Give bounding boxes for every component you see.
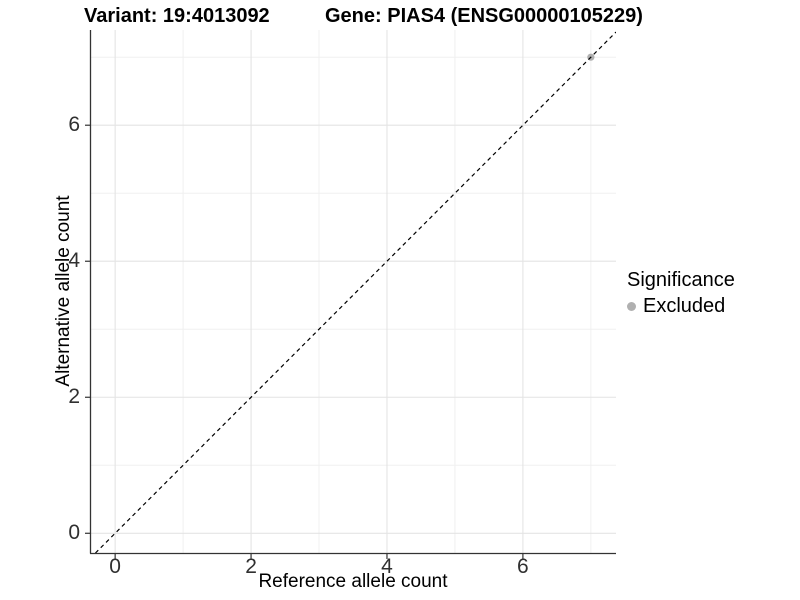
legend: Significance Excluded xyxy=(627,268,735,318)
legend-title: Significance xyxy=(627,269,735,291)
legend-items: Excluded xyxy=(627,294,735,318)
x-axis-title: Reference allele count xyxy=(258,571,448,592)
identity-line xyxy=(95,31,616,553)
x-tick-label: 6 xyxy=(517,555,529,578)
legend-item[interactable]: Excluded xyxy=(627,294,735,318)
gene-title: Gene: PIAS4 (ENSG00000105229) xyxy=(325,5,643,27)
x-tick-label: 4 xyxy=(381,555,393,578)
plot-panel xyxy=(85,30,616,559)
y-tick-label: 2 xyxy=(68,385,80,409)
legend-point-icon xyxy=(627,301,636,311)
y-tick-label: 0 xyxy=(68,521,80,545)
variant-title: Variant: 19:4013092 xyxy=(84,5,270,27)
y-tick-label: 4 xyxy=(68,249,80,273)
x-tick-label: 2 xyxy=(245,555,257,578)
y-tick-label: 6 xyxy=(68,113,80,137)
y-axis-title: Alternative allele count xyxy=(53,195,74,387)
legend-label: Excluded xyxy=(643,294,726,317)
x-tick-label: 0 xyxy=(109,555,121,578)
